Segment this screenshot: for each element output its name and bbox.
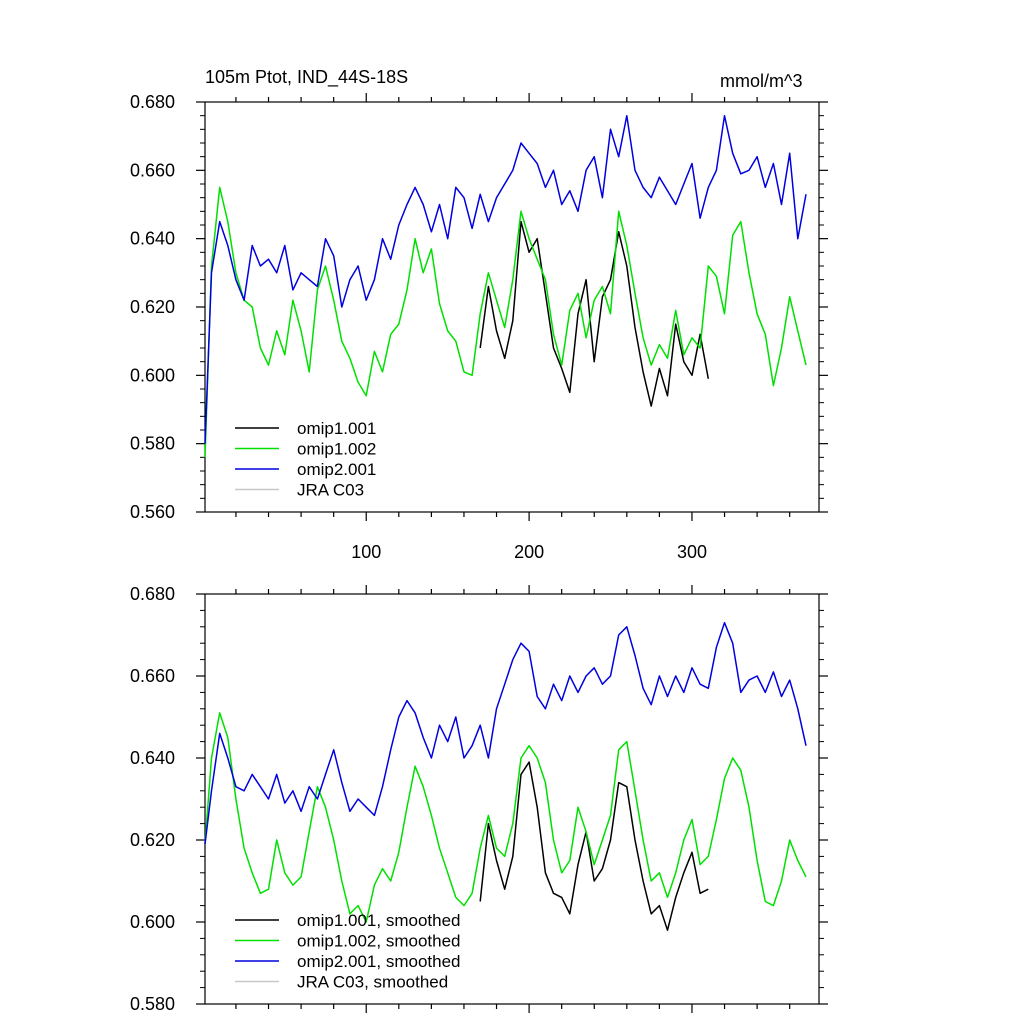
y-tick-label: 0.680 [130, 584, 175, 604]
legend-label: omip2.001, smoothed [297, 952, 461, 971]
legend-label: JRA C03, smoothed [297, 973, 448, 992]
panel-bottom: 0.580 0.600 0.620 0.640 0.660 0.680 omip1.001,… [130, 584, 828, 1014]
y-tick-label: 0.580 [130, 994, 175, 1014]
legend-label: omip2.001 [297, 460, 376, 479]
y-tick-label: 0.580 [130, 434, 175, 454]
y-tick-label: 0.640 [130, 229, 175, 249]
y-tick-label: 0.600 [130, 912, 175, 932]
unit-label: mmol/m^3 [720, 71, 803, 91]
series-line-omip2-001 [204, 114, 807, 444]
legend-label: omip1.001 [297, 419, 376, 438]
chart-title: 105m Ptot, IND_44S-18S [205, 67, 409, 87]
y-tick-label: 0.640 [130, 748, 175, 768]
legend-label: omip1.002, smoothed [297, 932, 461, 951]
series-line-omip1-002-smoothed [204, 712, 807, 923]
y-tick-label: 0.620 [130, 297, 175, 317]
plot-frame [204, 593, 820, 1005]
series-line-omip2-001-smoothed [204, 621, 807, 845]
series-line-omip1-001-smoothed [479, 761, 709, 931]
x-tick-label: 100 [351, 542, 381, 562]
y-tick-label: 0.600 [130, 365, 175, 385]
legend-label: omip1.001, smoothed [297, 911, 461, 930]
legend-label: JRA C03 [297, 481, 364, 500]
legend-label: omip1.002 [297, 440, 376, 459]
legend: omip1.001, smoothed omip1.002, smoothedom… [235, 911, 461, 992]
y-tick-label: 0.620 [130, 830, 175, 850]
panel-top: 0.560 0.580 0.600 0.620 0.640 0.660 0.680 100 20… [130, 92, 828, 562]
x-tick-label: 200 [514, 542, 544, 562]
series-line-omip1-002 [204, 186, 807, 458]
y-tick-label: 0.680 [130, 92, 175, 112]
y-tick-label: 0.560 [130, 502, 175, 522]
series-line-omip1-001 [479, 220, 710, 407]
x-tick-label: 300 [677, 542, 707, 562]
y-tick-label: 0.660 [130, 160, 175, 180]
y-tick-label: 0.660 [130, 666, 175, 686]
